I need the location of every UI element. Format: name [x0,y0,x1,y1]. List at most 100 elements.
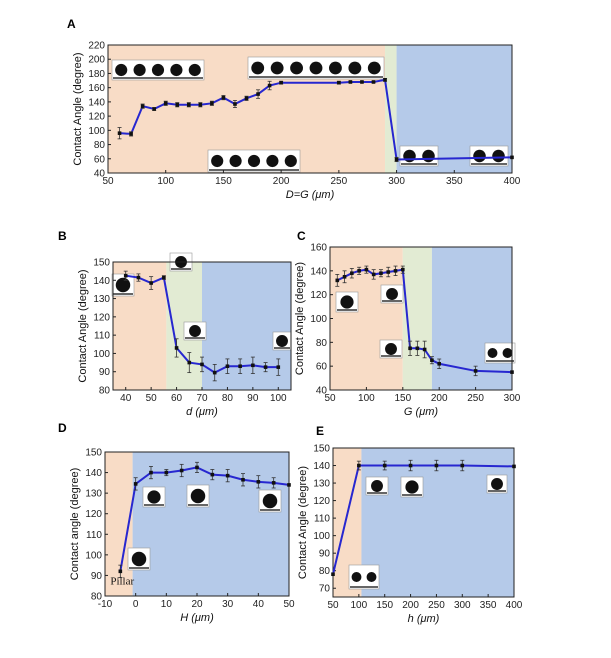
data-point [210,101,214,106]
y-tick-label: 100 [85,550,102,561]
x-tick-label: 50 [324,393,336,404]
droplet-icon [189,325,201,337]
droplet-icon [371,480,383,492]
data-point [401,267,405,272]
data-point [175,102,180,107]
data-point [415,346,420,351]
x-tick-label: 100 [270,393,287,404]
x-tick-label: 40 [253,599,265,610]
data-point [123,273,128,278]
y-axis-title: Contact Angle (degree) [72,52,84,165]
y-tick-label: 150 [93,258,110,269]
y-tick-label: 130 [93,294,110,305]
substrate-line [249,76,383,78]
data-point [331,572,335,577]
data-point [342,274,347,279]
x-tick-label: 200 [402,600,419,611]
y-tick-label: 100 [93,349,110,360]
panel-label: E [316,424,324,438]
droplet-icon [190,488,206,504]
droplet-inset-image [186,484,210,508]
y-tick-label: 160 [88,83,105,94]
x-tick-label: 300 [388,176,405,187]
y-tick-label: 200 [88,55,105,66]
data-point [510,370,514,374]
data-point [133,482,138,486]
x-tick-label: 0 [133,599,139,610]
x-tick-label: 70 [196,393,208,404]
x-tick-label: 350 [446,176,463,187]
data-point [408,463,413,468]
data-point [163,101,168,106]
droplet-inset-image [247,56,385,80]
y-tick-label: 140 [310,266,327,277]
y-tick-label: 150 [85,448,102,459]
substrate-line [367,492,387,494]
data-point [212,370,217,375]
data-point [129,132,133,136]
y-tick-label: 80 [316,338,328,349]
data-point [210,472,215,477]
data-point [360,80,364,84]
droplet-icon [492,149,505,163]
x-tick-label: 200 [273,176,290,187]
x-tick-label: 250 [467,393,484,404]
x-tick-label: 150 [215,176,232,187]
droplet-inset-image [399,145,439,167]
y-tick-label: 180 [88,69,105,80]
inset-frame [484,342,516,364]
droplet-inset-image [335,291,359,313]
x-tick-label: 100 [358,393,375,404]
data-point [335,278,340,283]
x-tick-label: 50 [102,176,114,187]
droplet-icon [329,61,342,75]
droplet-icon [487,348,498,358]
data-point [271,481,276,485]
y-tick-label: 40 [316,386,328,397]
data-point [350,271,354,276]
x-tick-label: 50 [327,600,339,611]
plot-frame [107,44,513,174]
y-tick-label: 70 [319,584,331,595]
droplet-icon [491,478,503,490]
x-tick-label: 350 [480,600,497,611]
data-point [136,275,141,280]
data-point [162,275,166,280]
droplet-inset-image [365,476,389,496]
droplet-icon [211,154,224,168]
substrate-line [402,494,422,496]
data-point [394,157,399,162]
substrate-line [471,163,507,165]
data-point [287,483,291,487]
series-line [119,78,513,161]
x-tick-label: 50 [146,393,158,404]
droplet-icon [247,154,261,168]
x-tick-label: 20 [191,599,203,610]
y-tick-label: 80 [94,140,106,151]
panel-label: C [297,229,306,243]
data-point [408,346,412,351]
y-tick-label: 90 [99,367,111,378]
data-point [383,78,387,82]
substrate-line [185,337,205,339]
data-point [473,369,478,373]
region-blue [431,247,512,390]
droplet-icon [262,493,278,509]
y-axis-title: Contact angle (degree) [69,468,81,581]
data-point [174,346,179,350]
y-tick-label: 120 [88,112,105,123]
droplet-icon [386,288,398,300]
droplet-icon [367,61,381,75]
y-tick-label: 90 [319,549,331,560]
panel-label: A [67,17,76,31]
data-point [379,271,383,276]
x-tick-label: -10 [98,599,113,610]
data-point [256,480,261,484]
y-tick-label: 120 [93,312,110,323]
droplet-icon [405,480,419,494]
y-tick-label: 100 [310,314,327,325]
x-tick-label: 150 [376,600,393,611]
x-tick-label: 400 [504,176,521,187]
y-tick-label: 60 [94,154,106,165]
y-tick-label: 100 [313,531,330,542]
